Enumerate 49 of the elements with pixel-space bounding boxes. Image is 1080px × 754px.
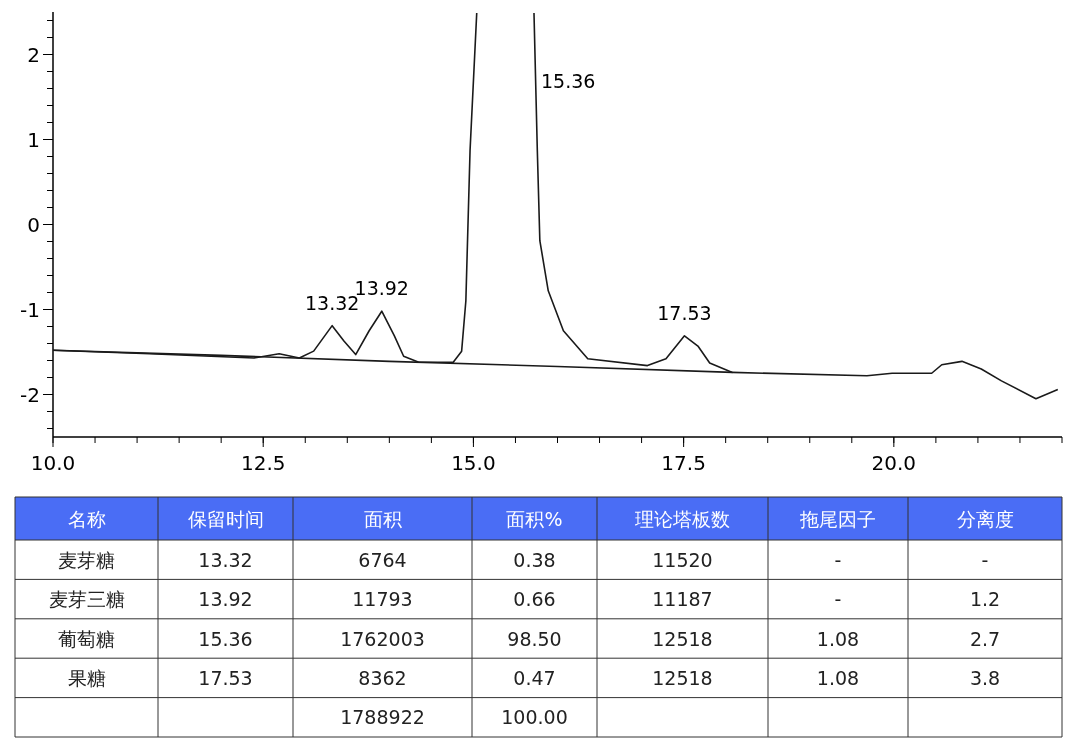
data-label: 13.92 (198, 588, 253, 611)
y-tick-label: 麦芽三糖 (48, 588, 125, 611)
x-tick-label: 10.0 (30, 451, 76, 475)
data-label: 8362 (358, 666, 407, 689)
y-tick-label: 0 (27, 212, 40, 237)
data-label: 6764 (358, 548, 407, 571)
data-label: 13.32 (198, 548, 253, 571)
x-tick-label: 17.5 (661, 451, 706, 475)
data-label: 0.38 (513, 548, 556, 571)
x-tick-label: 拖尾因子 (799, 507, 876, 530)
x-tick-label: 15.0 (451, 451, 496, 475)
x-tick-label: 分离度 (956, 507, 1014, 530)
data-label: 2.7 (969, 627, 1001, 650)
text: - (981, 548, 989, 571)
text: - (834, 588, 842, 611)
data-label: 0.66 (513, 588, 556, 611)
y-axis-title: 名称 (67, 507, 106, 530)
data-label: 1.08 (816, 666, 860, 689)
x-tick-label: 12.5 (240, 451, 286, 475)
data-label: 3.8 (969, 666, 1001, 689)
data-label: 1.08 (816, 627, 860, 650)
x-tick-label: 保留时间 (187, 507, 264, 530)
data-label: 12518 (652, 627, 713, 650)
data-label: 17.53 (198, 666, 253, 689)
x-tick-label: 20.0 (871, 451, 917, 475)
y-tick-label: 果糖 (67, 666, 106, 689)
y-tick-label: -2 (20, 382, 40, 407)
y-tick-label: 麦芽糖 (58, 548, 115, 571)
data-label: 11793 (352, 588, 413, 611)
text: - (834, 548, 842, 571)
data-label: 100.00 (501, 706, 568, 729)
y-tick-label: 2 (27, 42, 40, 67)
y-tick-label: 葡萄糖 (58, 627, 115, 650)
x-tick-label: 面积% (506, 507, 563, 530)
data-label: 1.2 (969, 588, 1001, 611)
data-label: 98.50 (507, 627, 562, 650)
data-label: 15.36 (198, 627, 253, 650)
data-label: 12518 (652, 666, 713, 689)
x-tick-label: 面积 (363, 507, 402, 530)
x-tick-label: 理论塔板数 (635, 507, 730, 530)
data-label: 0.47 (513, 666, 556, 689)
annotation: 17.53 (657, 301, 712, 324)
y-tick-label: 1 (27, 127, 40, 152)
data-label: 11187 (652, 588, 713, 611)
y-tick-label: -1 (20, 297, 40, 322)
data-label: 1762003 (340, 627, 425, 650)
data-label: 1788922 (340, 706, 425, 729)
data-label: 11520 (652, 548, 713, 571)
annotation: 15.36 (541, 70, 596, 92)
